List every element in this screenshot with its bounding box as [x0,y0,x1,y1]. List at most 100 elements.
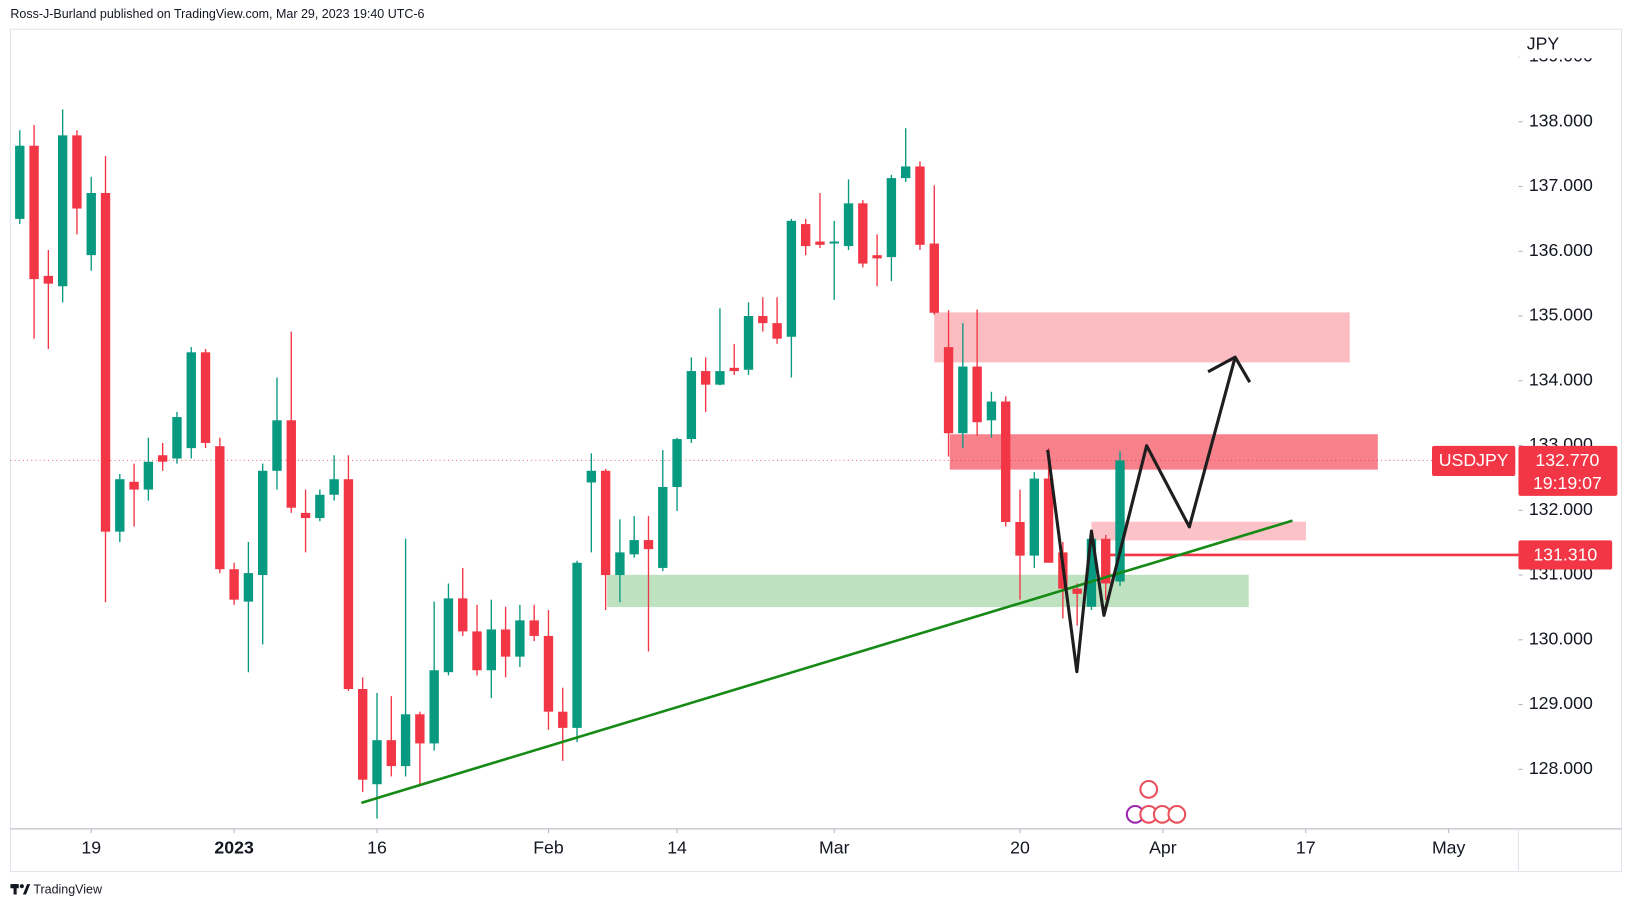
event-icons [1125,779,1187,824]
candle-body [286,420,296,508]
zones [607,312,1378,608]
candle-body [215,446,225,570]
publisher-header: Ross-J-Burland published on TradingView.… [10,7,424,21]
candle-body [386,740,396,767]
candle-body [1001,401,1011,522]
supply-zone [934,312,1350,363]
candle-body [329,479,339,495]
y-tick-label: 129.000 [1529,693,1593,713]
x-tick-label: Feb [533,837,564,857]
y-tick-label: 128.000 [1529,758,1593,778]
candle-body [772,323,782,339]
candle-body [243,573,254,602]
candle-body [15,145,25,219]
price-line-tag [1518,540,1613,570]
candle-body [486,629,497,671]
event-icon [1167,804,1187,824]
minor-zone [1091,521,1306,541]
candle-body [800,224,811,247]
candle-body [600,470,611,576]
last-price-label: 132.770 [1535,450,1599,470]
candle-body [200,352,211,443]
candle-body [72,135,82,209]
candle-body [458,598,468,632]
candle-body [86,192,96,256]
candle-body [915,166,925,245]
resistance-zone [949,434,1378,470]
candle-body [443,598,454,673]
candle-body [400,714,411,767]
candle-body [272,420,282,471]
logo-slash [22,884,31,895]
candle-body [100,192,111,532]
candle-body [715,371,725,385]
y-tick-label: 130.000 [1529,628,1593,648]
candles [15,109,1125,819]
footer-logo [10,884,31,895]
candle-body [858,203,868,264]
candle-body [186,352,196,449]
candle-body [886,178,897,258]
candle-body [700,371,711,385]
logo-stem [13,884,17,895]
candle-body [57,135,68,287]
candle-body [229,569,239,600]
y-tick-label: 134.000 [1529,369,1593,389]
candle-body [515,620,525,657]
candle-body [429,670,439,744]
candle-body [300,512,311,519]
x-tick-label: 16 [367,837,387,857]
candle-body [743,316,754,370]
candle-body [972,366,982,423]
candle-body [815,241,825,245]
candle-body [343,479,354,690]
candle-body [786,220,797,337]
candle-body [1101,538,1111,584]
price-lines [10,459,1519,557]
symbol-name: USDJPY [1439,450,1509,470]
symbol-tag [1431,445,1516,477]
candle-body [500,629,511,657]
candle-body [143,461,154,490]
candle-body [572,562,582,728]
candle-body [829,241,839,244]
candle-body [929,243,939,313]
candle-body [586,470,597,483]
candle-body [43,275,54,284]
candle-body [315,494,325,519]
candle-body [843,203,854,247]
y-tick-label: 137.000 [1529,175,1593,195]
axis-label-backdrop [1519,30,1621,59]
price-line-label: 131.310 [1533,545,1597,565]
y-axis-unit: JPY [1527,33,1560,53]
trend-line [361,519,1293,805]
candle-body [986,401,997,421]
candle-body [872,255,882,259]
candle-body [543,635,554,712]
candle-body [1115,460,1125,582]
candle-body [115,479,125,532]
y-tick-label: 132.000 [1529,499,1593,519]
candle-body [172,417,182,459]
event-icon [1139,779,1159,799]
x-tick-label: 14 [667,837,687,857]
demand-zone [607,574,1249,608]
candle-body [615,552,625,576]
candle-body [29,145,39,280]
x-tick-label: 17 [1296,837,1316,857]
candle-body [643,540,654,550]
candle-body [901,166,911,179]
candle-body [943,347,954,434]
chart-frame [9,28,1623,873]
candle-body [958,366,968,434]
x-tick-label: 2023 [214,837,254,857]
candle-body [672,439,682,487]
price-tags: USDJPY 132.770 19:19:07 131.310 [1431,445,1618,570]
x-tick-label: Apr [1149,837,1177,857]
candle-body [372,740,382,785]
candle-body [529,620,539,636]
x-tick-label: May [1432,837,1466,857]
candle-body [658,486,668,568]
